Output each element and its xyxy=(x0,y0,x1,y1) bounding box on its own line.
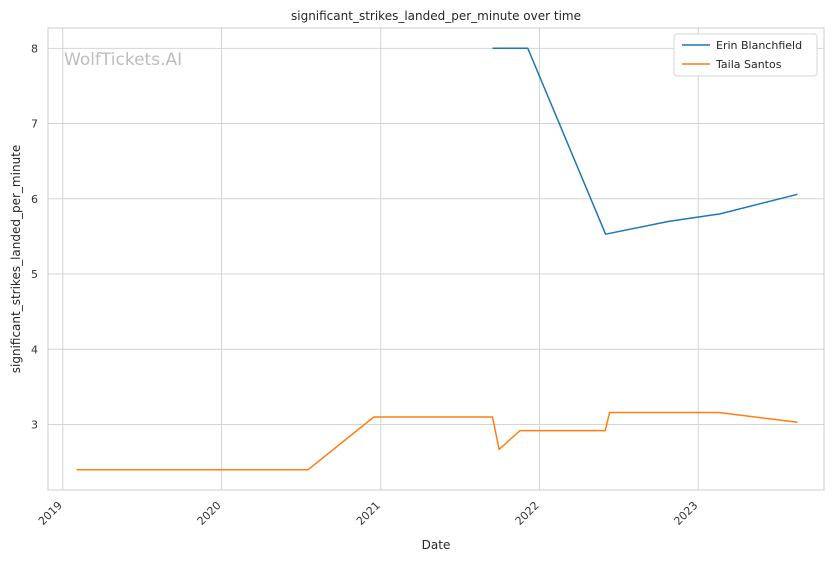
x-tick-label-2020: 2020 xyxy=(195,499,224,528)
y-tick-label-5: 5 xyxy=(31,268,38,281)
chart-title: significant_strikes_landed_per_minute ov… xyxy=(291,9,581,23)
y-tick-labels: 3 4 5 6 7 8 xyxy=(31,42,38,431)
plot-background xyxy=(48,28,824,490)
y-axis-title: significant_strikes_landed_per_minute xyxy=(9,145,23,374)
watermark: WolfTickets.AI xyxy=(64,50,182,70)
x-tick-label-2023: 2023 xyxy=(671,499,700,528)
plot-frame xyxy=(47,27,825,491)
legend-label-erin-blanchfield: Erin Blanchfield xyxy=(716,39,802,52)
x-tick-label-2021: 2021 xyxy=(354,499,383,528)
series-layer xyxy=(76,47,798,471)
y-tick-label-4: 4 xyxy=(31,343,38,356)
y-tick-label-8: 8 xyxy=(31,42,38,55)
x-tick-label-2022: 2022 xyxy=(513,499,542,528)
y-tick-label-6: 6 xyxy=(31,193,38,206)
y-tick-label-3: 3 xyxy=(31,419,38,432)
y-tick-label-7: 7 xyxy=(31,118,38,131)
x-axis-title: Date xyxy=(422,538,451,552)
series-line-taila-santos xyxy=(76,411,798,471)
grid-lines xyxy=(48,28,824,490)
legend: Erin Blanchfield Taila Santos xyxy=(673,33,818,77)
series-line-erin-blanchfield xyxy=(492,47,798,235)
legend-label-taila-santos: Taila Santos xyxy=(715,58,782,71)
x-tick-labels: 2019 2020 2021 2022 2023 xyxy=(36,499,700,528)
x-tick-label-2019: 2019 xyxy=(36,499,65,528)
